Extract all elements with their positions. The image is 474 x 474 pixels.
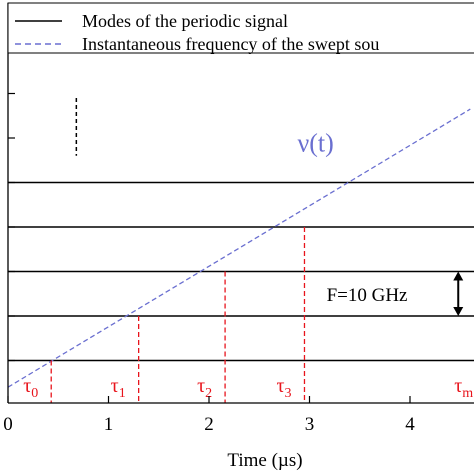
legend-box (7, 2, 474, 54)
tau-subscript-0: 0 (31, 386, 38, 401)
legend-label-modes: Modes of the periodic signal (82, 11, 288, 31)
axes (7, 3, 474, 404)
legend: Modes of the periodic signal Instantaneo… (7, 2, 474, 54)
mode-lines (8, 181, 474, 362)
x-tick-label-1: 1 (104, 414, 114, 435)
legend-label-frequency: Instantaneous frequency of the swept sou (82, 34, 379, 54)
curve-label: ν(t) (297, 128, 333, 157)
x-tick-label-4: 4 (405, 414, 415, 435)
frequency-dashed-line (7, 108, 471, 388)
spacing-arrow (453, 271, 464, 316)
x-axis-label: Time (µs) (227, 450, 302, 471)
x-tick-label-2: 2 (204, 414, 214, 435)
spacing-arrow-head-down (453, 307, 464, 316)
x-tick-label-3: 3 (305, 414, 315, 435)
spacing-label: F=10 GHz (327, 285, 408, 306)
spacing-arrow-head-up (453, 271, 464, 281)
x-tick-label-0: 0 (3, 414, 13, 435)
plot-area (8, 3, 474, 403)
tau-subscript-2: 2 (205, 386, 212, 401)
x-axis-ticks: 0 1 2 3 4 (3, 396, 415, 435)
tau-subscript-1: 1 (119, 386, 126, 401)
tau-subscript-m: m (462, 386, 473, 401)
instantaneous-frequency-line (7, 108, 471, 388)
tau-subscript-3: 3 (285, 386, 292, 401)
